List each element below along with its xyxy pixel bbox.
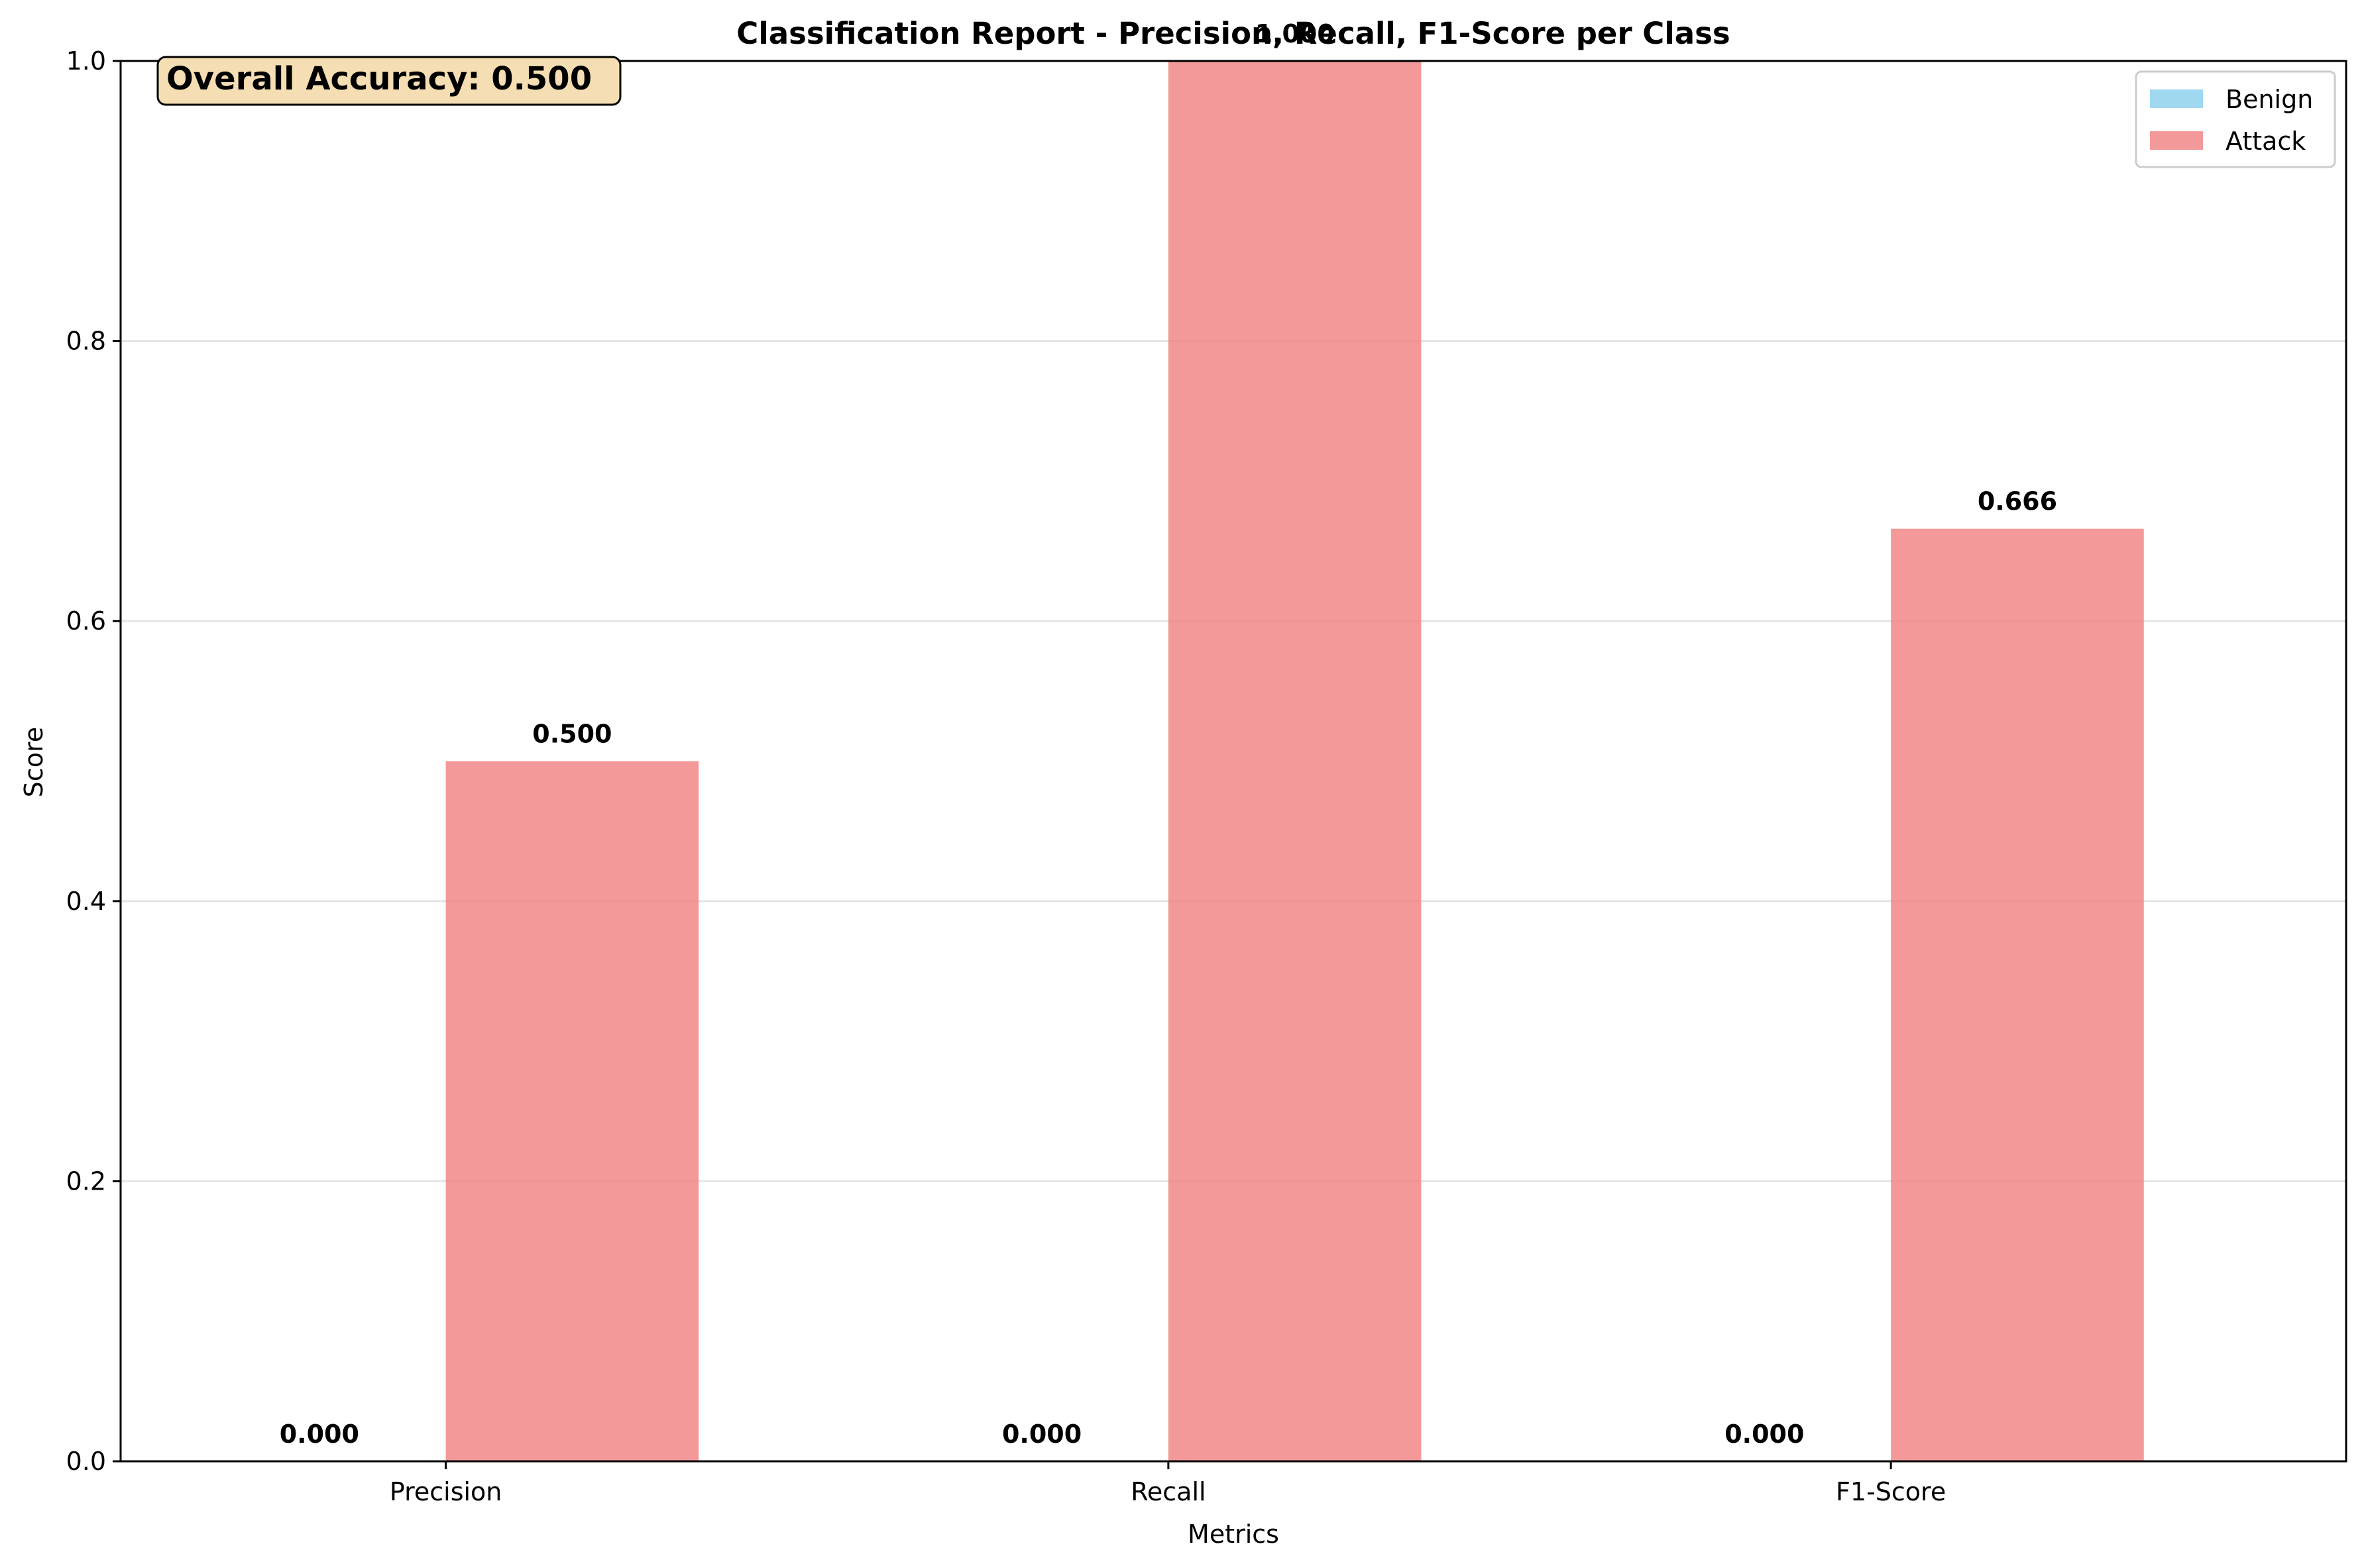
bar-value-label: 0.000 — [1724, 1420, 1804, 1449]
bars — [445, 61, 2144, 1462]
y-tick-label: 0.6 — [66, 606, 106, 636]
legend: Benign Attack — [2135, 70, 2336, 168]
legend-label-attack: Attack — [2225, 127, 2306, 156]
bar-attack-recall — [1168, 61, 1422, 1461]
y-tick-label: 0.0 — [66, 1447, 106, 1476]
x-axis-ticks: Precision Recall F1-Score — [390, 1461, 1946, 1506]
bar-attack-precision — [445, 761, 699, 1461]
accuracy-box — [156, 56, 622, 106]
x-tick-label: Precision — [390, 1477, 502, 1506]
bar-value-label: 0.500 — [532, 720, 612, 749]
y-tick-label: 0.4 — [66, 887, 106, 916]
overall-accuracy-annotation: Overall Accuracy: 0.500 — [156, 56, 622, 106]
x-axis-label: Metrics — [1188, 1520, 1279, 1549]
legend-label-benign: Benign — [2225, 85, 2313, 114]
y-axis-label: Score — [19, 727, 48, 797]
bar-value-label: 0.000 — [1002, 1420, 1082, 1449]
legend-swatch-attack — [2150, 131, 2203, 150]
bar-value-labels: 0.000 0.000 0.000 0.500 1.000 0.666 — [280, 19, 2057, 1449]
bar-attack-f1-score — [1891, 528, 2144, 1462]
legend-swatch-benign — [2150, 89, 2203, 108]
chart-title: Classification Report - Precision, Recal… — [736, 16, 1730, 51]
y-tick-label: 1.0 — [66, 46, 106, 76]
bar-value-label: 1.000 — [1255, 19, 1335, 48]
y-axis-ticks: 0.0 0.2 0.4 0.6 0.8 1.0 — [66, 46, 121, 1476]
x-tick-label: Recall — [1131, 1477, 1206, 1506]
bar-value-label: 0.000 — [280, 1420, 359, 1449]
bar-value-label: 0.666 — [1978, 487, 2057, 516]
x-tick-label: F1-Score — [1836, 1477, 1946, 1506]
accuracy-text: Overall Accuracy: 0.500 — [166, 60, 592, 97]
y-tick-label: 0.8 — [66, 327, 106, 356]
y-tick-label: 0.2 — [66, 1166, 106, 1196]
plot-area-frame — [119, 60, 2347, 1463]
